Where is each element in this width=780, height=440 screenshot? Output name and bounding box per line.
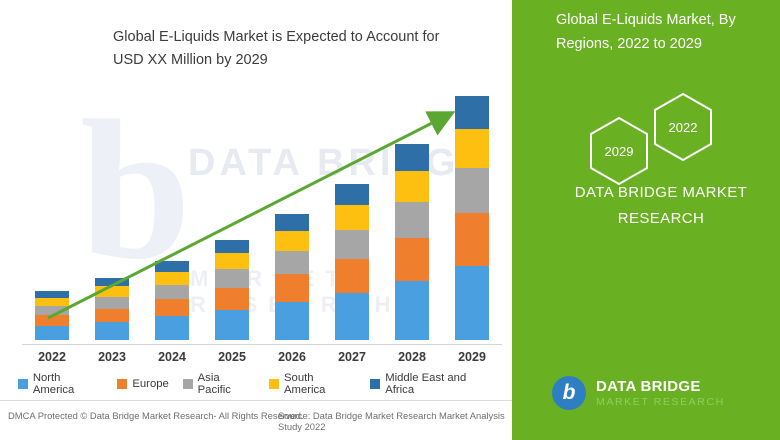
bar-segment bbox=[275, 231, 309, 251]
bar-segment bbox=[215, 287, 249, 310]
logo-text: DATA BRIDGE bbox=[596, 378, 701, 395]
logo-mark-icon: b bbox=[552, 376, 586, 410]
legend-item[interactable]: South America bbox=[269, 372, 356, 396]
chart-title: Global E-Liquids Market is Expected to A… bbox=[113, 29, 440, 68]
x-tick-label: 2026 bbox=[278, 350, 306, 364]
hex-badge-2029-label: 2029 bbox=[604, 143, 634, 159]
bar-segment bbox=[395, 237, 429, 281]
legend-swatch bbox=[370, 379, 381, 389]
bar-segment bbox=[35, 298, 69, 306]
x-tick-label: 2024 bbox=[158, 350, 186, 364]
bar-column bbox=[155, 261, 189, 340]
bar-segment bbox=[455, 168, 489, 213]
bar-segment bbox=[335, 204, 369, 230]
footer-divider bbox=[0, 400, 520, 401]
bar-segment bbox=[395, 202, 429, 238]
legend-label: North America bbox=[32, 372, 75, 396]
legend-item[interactable]: Middle East and Africa bbox=[370, 372, 496, 396]
footer-right: Source: Data Bridge Market Research Mark… bbox=[278, 410, 505, 432]
legend-item[interactable]: Europe bbox=[117, 378, 169, 390]
legend-label: Middle East and Africa bbox=[385, 372, 467, 396]
x-tick-label: 2027 bbox=[338, 350, 366, 364]
bar-segment bbox=[455, 128, 489, 168]
right-panel: Global E-Liquids Market, By Regions, 202… bbox=[512, 0, 780, 440]
bar-segment bbox=[35, 325, 69, 340]
logo-subtext: MARKET RESEARCH bbox=[596, 396, 725, 408]
logo: b DATA BRIDGE MARKET RESEARCH bbox=[552, 376, 772, 420]
hex-badge-2022-label: 2022 bbox=[668, 119, 698, 135]
bar-column bbox=[455, 95, 489, 340]
bar-segment bbox=[215, 309, 249, 340]
plot-bars bbox=[22, 86, 502, 340]
panel-title: Global E-Liquids Market, By Regions, 202… bbox=[556, 12, 736, 52]
bar-segment bbox=[215, 240, 249, 254]
bar-segment bbox=[215, 253, 249, 270]
panel-brand-line2: RESEARCH bbox=[617, 210, 705, 227]
bar-segment bbox=[155, 299, 189, 317]
bar-segment bbox=[335, 258, 369, 293]
bar-segment bbox=[155, 261, 189, 272]
x-tick-label: 2029 bbox=[458, 350, 486, 364]
legend-label: South America bbox=[284, 372, 326, 396]
x-tick-label: 2028 bbox=[398, 350, 426, 364]
legend-swatch bbox=[117, 379, 128, 389]
x-axis-line bbox=[22, 344, 502, 345]
bar-segment bbox=[95, 296, 129, 309]
bar-segment bbox=[395, 170, 429, 203]
bar-segment bbox=[455, 95, 489, 129]
bar-column bbox=[395, 144, 429, 340]
hex-badge-2029: 2029 bbox=[588, 116, 650, 186]
bar-segment bbox=[275, 301, 309, 340]
bar-column bbox=[335, 183, 369, 340]
bar-column bbox=[275, 213, 309, 340]
legend-label: Asia Pacific bbox=[197, 372, 231, 396]
bar-segment bbox=[275, 250, 309, 275]
x-axis-labels: 2022 2023 2024 2025 2026 2027 2028 2029 bbox=[22, 350, 502, 370]
bar-segment bbox=[35, 315, 69, 326]
legend: North America Europe Asia Pacific South Ame… bbox=[18, 372, 510, 396]
legend-swatch bbox=[18, 379, 28, 389]
panel-angle-shape bbox=[512, 0, 552, 440]
bar-segment bbox=[455, 212, 489, 267]
bar-column bbox=[95, 278, 129, 340]
bar-column bbox=[215, 240, 249, 340]
bar-segment bbox=[335, 229, 369, 259]
bar-segment bbox=[155, 271, 189, 285]
bar-segment bbox=[395, 144, 429, 171]
bar-segment bbox=[95, 286, 129, 297]
legend-item[interactable]: North America bbox=[18, 372, 103, 396]
bar-segment bbox=[95, 308, 129, 322]
bar-column bbox=[35, 291, 69, 340]
legend-label: Europe bbox=[132, 378, 169, 390]
chart-area: Global E-Liquids Market is Expected to A… bbox=[0, 29, 520, 432]
legend-swatch bbox=[182, 379, 193, 389]
trend-arrow-icon bbox=[47, 111, 456, 320]
panel-brand: DATA BRIDGE MARKET RESEARCH bbox=[548, 180, 774, 232]
bar-segment bbox=[275, 213, 309, 232]
bar-segment bbox=[275, 274, 309, 302]
bar-segment bbox=[335, 183, 369, 205]
bar-segment bbox=[395, 280, 429, 340]
bar-segment bbox=[215, 269, 249, 288]
hex-badge-2022: 2022 bbox=[652, 92, 714, 162]
legend-item[interactable]: Asia Pacific bbox=[182, 372, 255, 396]
bar-segment bbox=[455, 266, 489, 340]
panel-brand-line1: DATA BRIDGE MARKET bbox=[574, 184, 748, 201]
bar-segment bbox=[95, 278, 129, 287]
x-tick-label: 2023 bbox=[98, 350, 126, 364]
bar-segment bbox=[155, 316, 189, 340]
bar-segment bbox=[335, 292, 369, 340]
x-tick-label: 2022 bbox=[38, 350, 66, 364]
bar-segment bbox=[35, 291, 69, 298]
bar-segment bbox=[95, 321, 129, 340]
bar-segment bbox=[155, 284, 189, 300]
x-tick-label: 2025 bbox=[218, 350, 246, 364]
bar-segment bbox=[35, 305, 69, 316]
hex-badges: 2022 2029 bbox=[512, 92, 780, 186]
footer-left: DMCA Protected © Data Bridge Market Rese… bbox=[8, 410, 304, 421]
legend-swatch bbox=[269, 379, 279, 389]
